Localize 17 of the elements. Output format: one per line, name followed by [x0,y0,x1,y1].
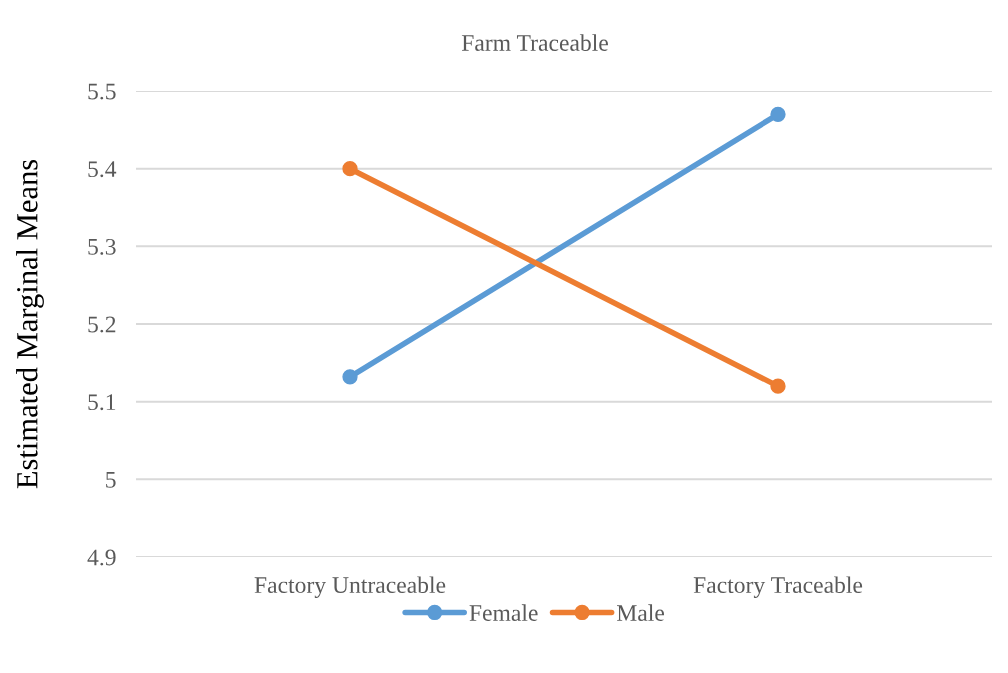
point [770,378,786,394]
point [342,161,358,177]
x-tick-label: Factory Traceable [693,576,863,598]
y-tick-label: 5.5 [88,83,116,100]
point [342,369,358,385]
point [770,106,786,122]
y-tick-label: 5.4 [88,161,117,178]
x-tick-label: Factory Untraceable [254,576,446,598]
chart-title: Farm Traceable [461,34,608,51]
y-tick-label: 5.3 [88,238,116,255]
legend-label: Female [469,604,538,621]
y-tick-label: 5.1 [88,394,116,411]
y-tick-label: 5 [106,472,116,488]
y-axis-title: Estimated Marginal Means [16,159,44,489]
y-tick-label: 5.2 [88,316,116,333]
y-tick-label: 4.9 [87,549,116,566]
legend-label: Male [617,604,665,621]
